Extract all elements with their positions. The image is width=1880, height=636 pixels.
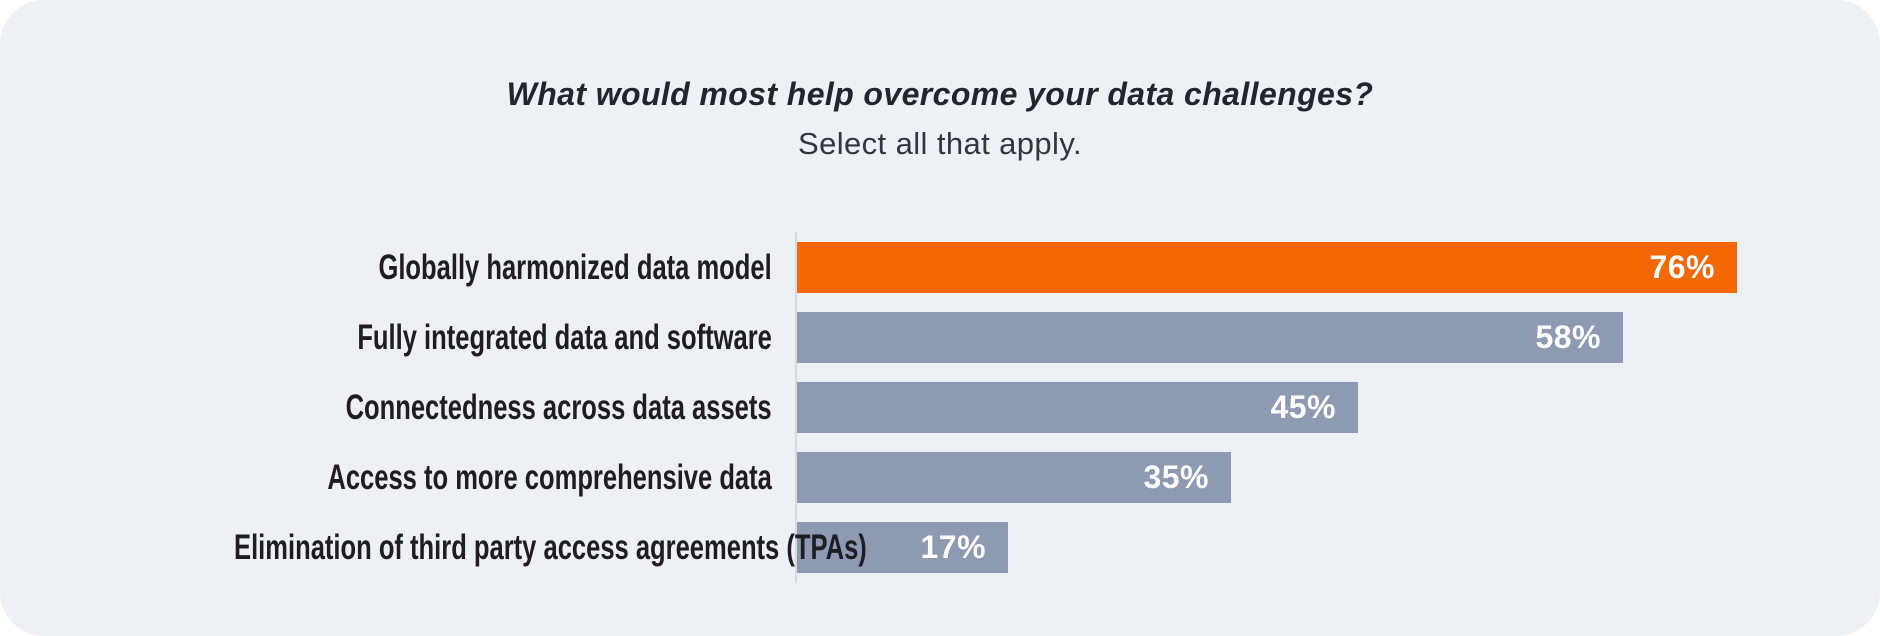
category-label: Access to more comprehensive data — [327, 457, 772, 497]
bar-value-label: 76% — [1649, 249, 1715, 285]
bar-row: Fully integrated data and software 58% — [0, 312, 1880, 363]
bar-value-label: 17% — [920, 529, 986, 565]
bar-row: Access to more comprehensive data 35% — [0, 452, 1880, 503]
bar-value-label: 45% — [1270, 389, 1336, 425]
category-label: Connectedness across data assets — [345, 387, 772, 427]
bar: 58% — [797, 312, 1623, 363]
category-label: Elimination of third party access agreem… — [234, 527, 867, 567]
y-axis-line — [795, 232, 797, 583]
bar-value-label: 35% — [1143, 459, 1209, 495]
chart-title: What would most help overcome your data … — [506, 76, 1374, 112]
category-label: Fully integrated data and software — [357, 317, 772, 357]
bar-row: Connectedness across data assets 45% — [0, 382, 1880, 433]
bar-chart: Globally harmonized data model 76% Fully… — [0, 242, 1880, 592]
bar: 76% — [797, 242, 1737, 293]
category-label: Globally harmonized data model — [378, 247, 772, 287]
bar-row: Elimination of third party access agreem… — [0, 522, 1880, 573]
bar-value-label: 58% — [1535, 319, 1601, 355]
bar-row: Globally harmonized data model 76% — [0, 242, 1880, 293]
bar: 17% — [797, 522, 1008, 573]
bar: 45% — [797, 382, 1358, 433]
bar: 35% — [797, 452, 1231, 503]
chart-subtitle: Select all that apply. — [798, 126, 1082, 161]
